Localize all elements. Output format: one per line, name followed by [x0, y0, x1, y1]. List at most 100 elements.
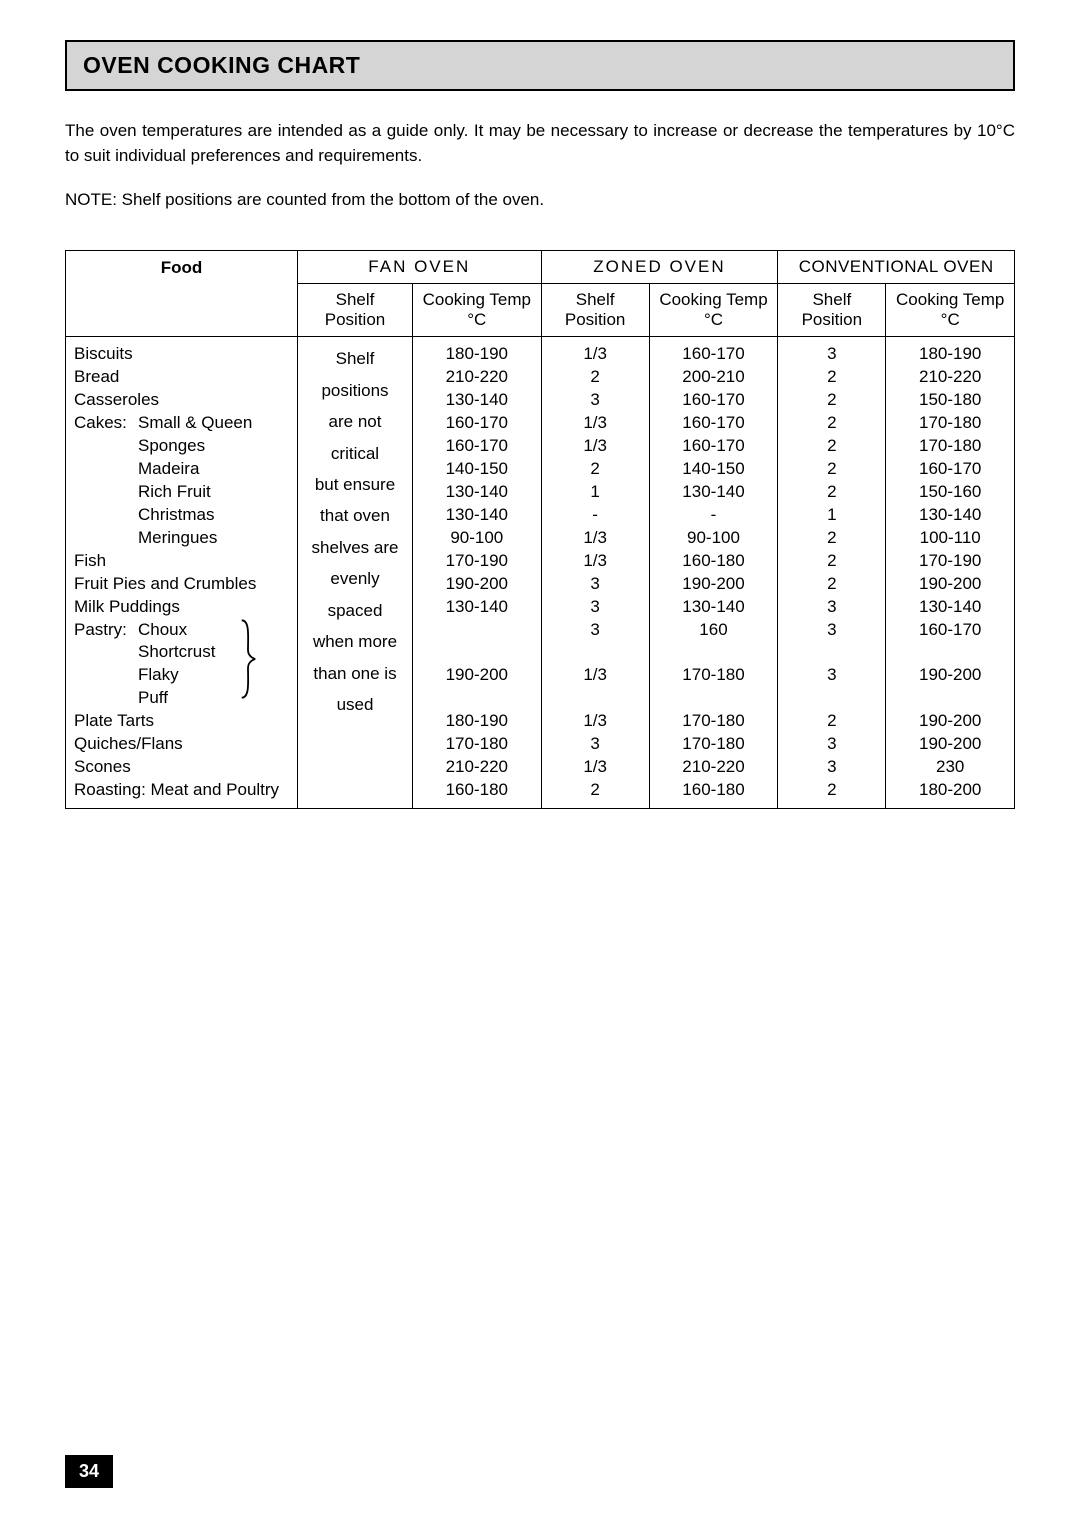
data-value: 3 [550, 573, 641, 596]
fan-note-line: are not [306, 406, 404, 437]
food-row: Plate Tarts [74, 710, 289, 733]
table-body-row: BiscuitsBreadCasserolesCakes:Small & Que… [66, 337, 1015, 809]
data-value: 1/3 [550, 412, 641, 435]
data-value: 1/3 [550, 343, 641, 366]
food-label: Pastry: [74, 619, 138, 642]
food-row: Casseroles [74, 389, 289, 412]
fan-shelf-header: Shelf Position [298, 284, 413, 337]
data-value: 210-220 [421, 756, 533, 779]
data-value: 160-170 [421, 435, 533, 458]
food-header: Food [66, 251, 298, 337]
data-value: 3 [786, 596, 877, 619]
page-number: 34 [65, 1455, 113, 1488]
data-value: 90-100 [658, 527, 770, 550]
data-value: - [550, 504, 641, 527]
food-sub: Small & Queen [138, 412, 252, 435]
data-value: 2 [786, 481, 877, 504]
data-value: 160-170 [658, 343, 770, 366]
data-value: 180-200 [894, 779, 1006, 802]
data-value: 2 [786, 458, 877, 481]
fan-note-line: used [306, 689, 404, 720]
food-sub: Puff [138, 687, 168, 710]
food-sub: Meringues [138, 527, 217, 550]
food-row: Rich Fruit [74, 481, 289, 504]
data-value: 130-140 [894, 596, 1006, 619]
data-value: 3 [550, 596, 641, 619]
data-value: 200-210 [658, 366, 770, 389]
food-sub: Madeira [138, 458, 199, 481]
food-row: Madeira [74, 458, 289, 481]
data-value: 2 [786, 550, 877, 573]
data-value: 170-190 [421, 550, 533, 573]
conv-temp-cell: 180-190210-220150-180170-180170-180160-1… [886, 337, 1015, 809]
data-value: 170-180 [894, 412, 1006, 435]
data-value: 2 [786, 412, 877, 435]
data-value: 3 [786, 664, 877, 687]
data-value: 210-220 [421, 366, 533, 389]
data-value: 160-170 [658, 389, 770, 412]
data-value: 180-190 [894, 343, 1006, 366]
food-row: Meringues [74, 527, 289, 550]
group-fan: FAN OVEN [298, 251, 542, 284]
data-value: 190-200 [421, 573, 533, 596]
data-value: 160-180 [658, 550, 770, 573]
data-value: - [658, 504, 770, 527]
food-sub: Choux [138, 619, 187, 642]
data-value: 170-180 [658, 710, 770, 733]
data-value: 2 [786, 779, 877, 802]
data-value: 2 [550, 779, 641, 802]
data-value: 140-150 [421, 458, 533, 481]
food-row: Roasting: Meat and Poultry [74, 779, 289, 802]
data-value: 2 [786, 710, 877, 733]
data-value: 1/3 [550, 527, 641, 550]
data-value [786, 641, 877, 664]
data-value: 160-170 [421, 412, 533, 435]
fan-note-line: spaced [306, 595, 404, 626]
food-sub: Flaky [138, 664, 179, 687]
data-value: 1/3 [550, 550, 641, 573]
data-value: 160-170 [894, 619, 1006, 642]
data-value [786, 687, 877, 710]
fan-shelf-note-cell: Shelfpositionsare notcriticalbut ensuret… [298, 337, 413, 809]
group-zoned: ZONED OVEN [541, 251, 778, 284]
data-value [421, 619, 533, 642]
fan-note-line: than one is [306, 658, 404, 689]
food-label: Fruit Pies and Crumbles [74, 573, 256, 596]
data-value: 130-140 [421, 504, 533, 527]
fan-note-line: shelves are [306, 532, 404, 563]
data-value [421, 641, 533, 664]
curly-brace-icon [239, 617, 257, 701]
data-value: 190-200 [658, 573, 770, 596]
data-value: 3 [550, 619, 641, 642]
data-value: 170-180 [658, 664, 770, 687]
table-header-row-groups: Food FAN OVEN ZONED OVEN CONVENTIONAL OV… [66, 251, 1015, 284]
data-value: 160-170 [658, 435, 770, 458]
data-value: 190-200 [894, 573, 1006, 596]
data-value: 190-200 [421, 664, 533, 687]
data-value: 3 [550, 389, 641, 412]
group-conventional: CONVENTIONAL OVEN [778, 251, 1015, 284]
zoned-temp-cell: 160-170200-210160-170160-170160-170140-1… [649, 337, 778, 809]
data-value: 230 [894, 756, 1006, 779]
data-value: 1/3 [550, 664, 641, 687]
intro-text: The oven temperatures are intended as a … [65, 119, 1015, 168]
data-value: 130-140 [421, 481, 533, 504]
zoned-pos-cell: 1/3231/31/321-1/31/3333 1/3 1/331/32 [541, 337, 649, 809]
data-value [658, 641, 770, 664]
data-value: 190-200 [894, 710, 1006, 733]
fan-temp-header: Cooking Temp °C [413, 284, 542, 337]
food-label: Fish [74, 550, 138, 573]
food-label: Scones [74, 756, 138, 779]
food-row: Bread [74, 366, 289, 389]
data-value: 160 [658, 619, 770, 642]
data-value: 2 [786, 366, 877, 389]
fan-note-line: Shelf [306, 343, 404, 374]
data-value: 170-190 [894, 550, 1006, 573]
data-value: 180-190 [421, 343, 533, 366]
food-label: Quiches/Flans [74, 733, 183, 756]
data-value: 1/3 [550, 435, 641, 458]
zoned-shelf-header: Shelf Position [541, 284, 649, 337]
pastry-brace-group: Pastry:Choux Shortcrust Flaky Puff [74, 619, 289, 711]
fan-temp-cell: 180-190210-220130-140160-170160-170140-1… [413, 337, 542, 809]
data-value: 140-150 [658, 458, 770, 481]
